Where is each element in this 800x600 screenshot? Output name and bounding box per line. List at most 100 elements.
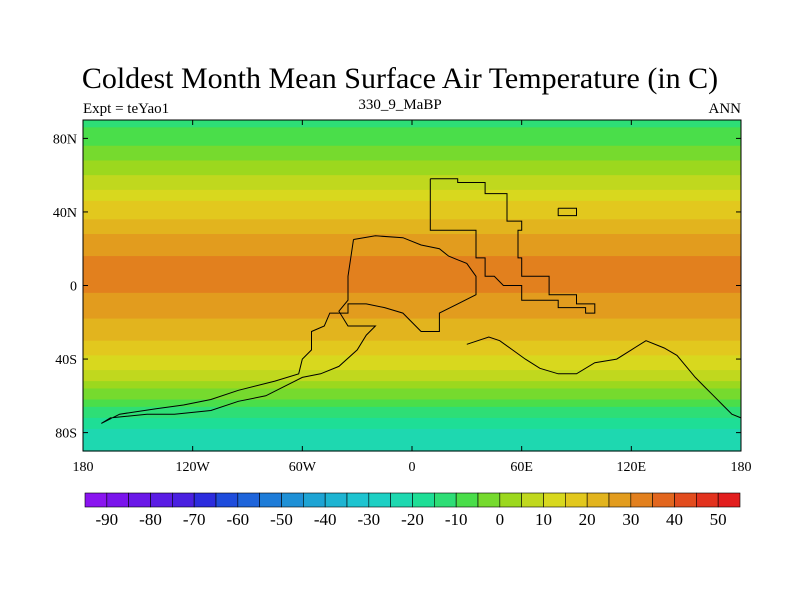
temperature-band: [83, 425, 741, 430]
temperature-band: [83, 285, 741, 290]
temperature-band: [83, 153, 741, 158]
temperature-band: [83, 222, 741, 228]
colorbar-swatch: [499, 492, 522, 508]
temperature-band: [83, 171, 741, 176]
chart-title: Coldest Month Mean Surface Air Temperatu…: [81, 62, 719, 95]
colorbar-label: 0: [496, 510, 505, 529]
colorbar-swatch: [608, 492, 632, 508]
temperature-band: [83, 355, 741, 360]
temperature-band: [83, 256, 741, 261]
colorbar-swatch: [696, 492, 719, 508]
temperature-band: [83, 241, 741, 246]
colorbar: -90 -80 -70 -60 -50 -40 -30 -20 -10 0 10 20 30 40 50: [84, 492, 741, 529]
temperature-band: [83, 370, 741, 375]
colorbar-swatch: [84, 492, 108, 508]
temperature-band: [83, 388, 741, 393]
temperature-band: [83, 414, 741, 419]
temperature-band: [83, 436, 741, 441]
temperature-band: [83, 406, 741, 412]
temperature-band: [83, 399, 741, 404]
outline-gondwana: [101, 235, 477, 424]
y-tick-label: 40N: [53, 206, 77, 221]
temperature-band: [83, 392, 741, 397]
colorbar-swatch: [434, 492, 457, 508]
temperature-band: [83, 123, 741, 128]
temperature-band: [83, 366, 741, 371]
temperature-band: [83, 131, 741, 136]
temperature-band: [83, 164, 741, 169]
colorbar-label: -40: [314, 510, 337, 529]
temperature-band: [83, 443, 741, 448]
temperature-band: [83, 142, 741, 147]
colorbar-swatch: [455, 492, 479, 508]
colorbar-label: 50: [710, 510, 727, 529]
temperature-band: [83, 149, 741, 154]
y-tick-label: 80N: [53, 132, 77, 147]
temperature-band: [83, 296, 741, 301]
period-label: 330_9_MaBP: [358, 97, 442, 113]
temperature-band: [83, 384, 741, 390]
temperature-band: [83, 318, 741, 323]
x-tick-label: 60W: [289, 460, 317, 475]
colorbar-label: -70: [183, 510, 206, 529]
map-field: [83, 120, 741, 452]
temperature-band: [83, 160, 741, 165]
temperature-band: [83, 215, 741, 220]
colorbar-swatch: [128, 492, 151, 508]
colorbar-swatch: [477, 492, 501, 508]
temperature-band: [83, 186, 741, 191]
colorbar-label: -20: [401, 510, 424, 529]
y-tick-label: 40S: [55, 353, 77, 368]
outline-north-block: [429, 178, 596, 314]
temperature-band: [83, 359, 741, 364]
temperature-band: [83, 292, 741, 298]
temperature-band: [83, 237, 741, 242]
colorbar-label: -80: [139, 510, 162, 529]
temperature-band: [83, 336, 741, 342]
temperature-band: [83, 267, 741, 272]
temperature-band: [83, 175, 741, 180]
colorbar-swatch: [259, 492, 282, 508]
temperature-band: [83, 395, 741, 401]
colorbar-swatch: [652, 492, 675, 508]
colorbar-swatch: [324, 492, 348, 508]
temperature-band: [83, 381, 741, 386]
colorbar-swatch: [586, 492, 610, 508]
y-tick-label: 80S: [55, 427, 77, 442]
outline-gondwana-east: [466, 336, 742, 419]
temperature-band: [83, 226, 741, 231]
temperature-band: [83, 377, 741, 382]
temperature-band: [83, 259, 741, 265]
x-tick-label: 120E: [617, 460, 647, 475]
temperature-band: [83, 351, 741, 356]
temperature-band: [83, 145, 741, 151]
x-tick-label: 60E: [510, 460, 533, 475]
temperature-band: [83, 410, 741, 415]
x-tick-label: 180: [73, 460, 94, 475]
y-tick-label: 0: [70, 280, 77, 295]
colorbar-label: -90: [95, 510, 118, 529]
temperature-band: [83, 307, 741, 312]
temperature-band: [83, 182, 741, 187]
temperature-band: [83, 340, 741, 345]
temperature-band: [83, 329, 741, 334]
colorbar-swatch: [543, 492, 566, 508]
colorbar-swatch: [630, 492, 653, 508]
colorbar-swatch: [521, 492, 544, 508]
temperature-band: [83, 245, 741, 250]
temperature-band: [83, 156, 741, 162]
colorbar-swatch: [281, 492, 304, 508]
continent-outlines: [101, 178, 742, 424]
temperature-band: [83, 289, 741, 294]
temperature-band: [83, 362, 741, 368]
x-axis: 180 120W 60W 0 60E 120E 180: [73, 120, 752, 475]
temperature-band: [83, 439, 741, 445]
colorbar-label: 10: [535, 510, 552, 529]
temperature-band: [83, 138, 741, 143]
temperature-band: [83, 281, 741, 287]
colorbar-swatch: [215, 492, 239, 508]
temperature-band: [83, 322, 741, 327]
temperature-band: [83, 200, 741, 206]
temperature-band: [83, 373, 741, 379]
